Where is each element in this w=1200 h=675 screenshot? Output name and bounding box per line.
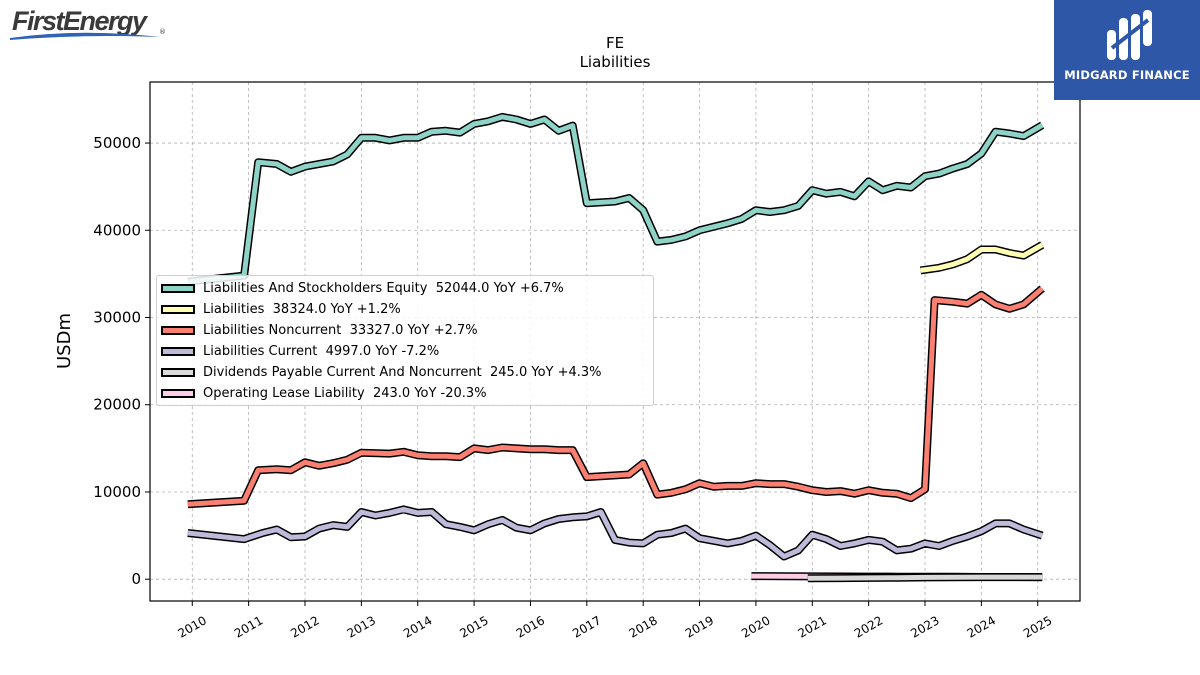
legend-label: Liabilities 38324.0 YoY +1.2%	[203, 302, 401, 317]
series-line-liabilities-current	[187, 506, 1043, 559]
legend-swatch	[161, 347, 195, 356]
y-axis-label: USDm	[54, 313, 75, 369]
legend-label: Liabilities Current 4997.0 YoY -7.2%	[203, 344, 440, 359]
plot-frame	[149, 81, 1081, 602]
legend-label: Operating Lease Liability 243.0 YoY -20.…	[203, 386, 487, 401]
series-layer	[187, 112, 1045, 583]
midgard-finance-name: MIDGARD FINANCE	[1064, 68, 1190, 82]
y-tick-label: 40000	[93, 221, 141, 239]
firstenergy-wordmark: FirstEnergy	[12, 6, 149, 36]
y-tick-label: 50000	[93, 134, 141, 152]
legend-item: Liabilities And Stockholders Equity 5204…	[161, 278, 564, 299]
legend-item: Dividends Payable Current And Noncurrent…	[161, 362, 602, 383]
legend-label: Dividends Payable Current And Noncurrent…	[203, 365, 602, 380]
legend-item: Liabilities Current 4997.0 YoY -7.2%	[161, 341, 439, 362]
y-tick-label: 10000	[93, 483, 141, 501]
legend-item: Liabilities Noncurrent 33327.0 YoY +2.7%	[161, 320, 478, 341]
series-line-dividends-payable-current-and-noncurrent	[807, 574, 1043, 581]
firstenergy-logo: FirstEnergy ®	[10, 4, 170, 46]
midgard-finance-logo: MIDGARD FINANCE	[1054, 0, 1200, 100]
firstenergy-logo-graphic: FirstEnergy ®	[10, 6, 166, 40]
legend-swatch	[161, 284, 195, 293]
legend-label: Liabilities And Stockholders Equity 5204…	[203, 281, 564, 296]
chart-subtitle: Liabilities	[580, 53, 651, 71]
legend-item: Liabilities 38324.0 YoY +1.2%	[161, 299, 401, 320]
legend-swatch	[161, 326, 195, 335]
y-tick-label: 20000	[93, 396, 141, 414]
series-line-liabilities-and-stockholders-equity	[187, 114, 1044, 285]
legend-item: Operating Lease Liability 243.0 YoY -20.…	[161, 383, 487, 404]
y-tick-label: 30000	[93, 309, 141, 327]
swoosh-icon	[10, 32, 160, 40]
legend-swatch	[161, 305, 195, 314]
series-line-liabilities	[920, 242, 1044, 273]
legend-swatch	[161, 368, 195, 377]
legend-label: Liabilities Noncurrent 33327.0 YoY +2.7%	[203, 323, 478, 338]
series-line-liabilities-noncurrent	[187, 286, 1044, 507]
midgard-emblem-icon	[1107, 10, 1152, 60]
chart-legend: Liabilities And Stockholders Equity 5204…	[156, 275, 654, 406]
legend-swatch	[161, 389, 195, 398]
chart-title: FE	[606, 34, 624, 52]
y-tick-label: 0	[131, 570, 141, 588]
registered-mark: ®	[159, 28, 166, 36]
